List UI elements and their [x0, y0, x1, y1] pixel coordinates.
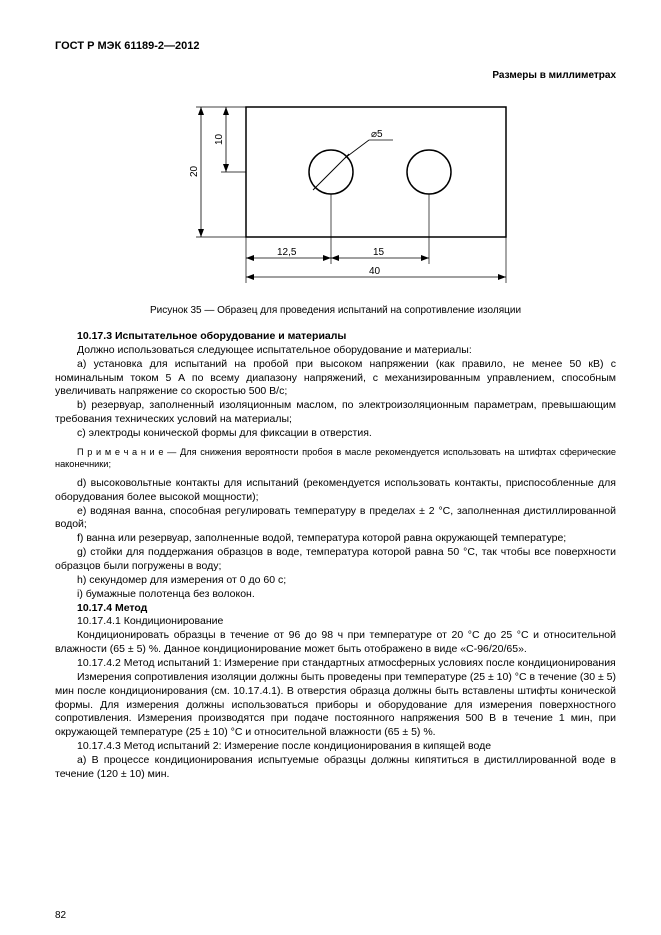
- s2-3-a: a) В процессе кондиционирования испытуем…: [55, 754, 616, 782]
- s2-2-head: 10.17.4.2 Метод испытаний 1: Измерение п…: [55, 657, 616, 671]
- dim-20: 20: [189, 165, 200, 177]
- s1-title: 10.17.3 Испытательное оборудование и мат…: [77, 330, 346, 342]
- dim-15: 15: [373, 247, 385, 258]
- figure-caption: Рисунок 35 — Образец для проведения испы…: [55, 305, 616, 316]
- s2-3-head: 10.17.4.3 Метод испытаний 2: Измерение п…: [55, 740, 616, 754]
- s1-g: g) стойки для поддержания образцов в вод…: [55, 546, 616, 574]
- size-note: Размеры в миллиметрах: [55, 70, 616, 81]
- s2-1-body: Кондиционировать образцы в течение от 96…: [55, 629, 616, 657]
- s1-e: e) водяная ванна, способная регулировать…: [55, 505, 616, 533]
- s1-c: c) электроды конической формы для фиксац…: [55, 427, 616, 441]
- dim-10: 10: [214, 133, 225, 145]
- dim-12-5: 12,5: [277, 247, 297, 258]
- doc-header: ГОСТ Р МЭК 61189-2—2012: [55, 40, 616, 52]
- s2-1-head: 10.17.4.1 Кондиционирование: [55, 615, 616, 629]
- s1-d: d) высоковольтные контакты для испытаний…: [55, 477, 616, 505]
- s1-h: h) секундомер для измерения от 0 до 60 с…: [55, 574, 616, 588]
- dim-40: 40: [369, 266, 381, 277]
- s2-title: 10.17.4 Метод: [77, 602, 147, 614]
- s2-2-body: Измерения сопротивления изоляции должны …: [55, 671, 616, 740]
- s1-note: П р и м е ч а н и е — Для снижения вероя…: [55, 447, 616, 471]
- s1-b: b) резервуар, заполненный изоляционным м…: [55, 399, 616, 427]
- page: ГОСТ Р МЭК 61189-2—2012 Размеры в миллим…: [0, 0, 661, 935]
- s1-i: i) бумажные полотенца без волокон.: [55, 588, 616, 602]
- diagram-svg: ⌀5 20 10 12,5: [151, 85, 521, 290]
- figure: ⌀5 20 10 12,5: [55, 85, 616, 295]
- s1-lead: Должно использоваться следующее испытате…: [55, 344, 616, 358]
- body-text: 10.17.3 Испытательное оборудование и мат…: [55, 330, 616, 782]
- dim-diameter: ⌀5: [371, 129, 383, 140]
- s1-a: a) установка для испытаний на пробой при…: [55, 358, 616, 400]
- s1-f: f) ванна или резервуар, заполненные водо…: [55, 532, 616, 546]
- page-number: 82: [55, 910, 66, 921]
